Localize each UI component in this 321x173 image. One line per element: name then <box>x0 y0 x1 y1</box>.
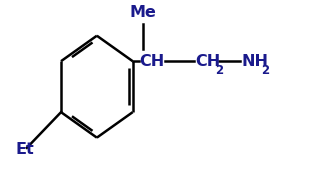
Text: Me: Me <box>129 5 156 20</box>
Text: 2: 2 <box>215 64 223 77</box>
Text: CH: CH <box>195 54 221 69</box>
Text: NH: NH <box>241 54 268 69</box>
Text: Et: Et <box>16 142 34 157</box>
Text: CH: CH <box>139 54 164 69</box>
Text: 2: 2 <box>261 64 269 77</box>
